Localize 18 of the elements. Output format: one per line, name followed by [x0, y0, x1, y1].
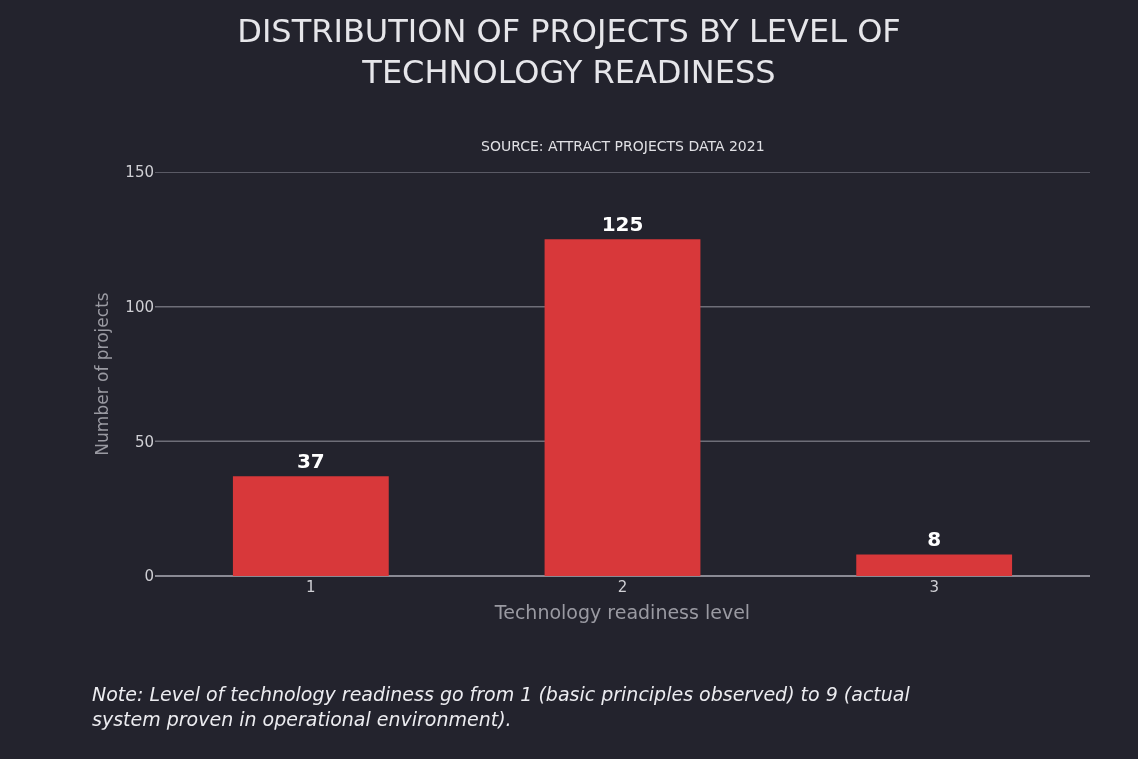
chart-title: DISTRIBUTION OF PROJECTS BY LEVEL OF TECHNOLOGY READINESS	[237, 11, 901, 92]
x-axis-title: Technology readiness level	[493, 600, 751, 623]
bar	[232, 476, 389, 576]
x-tick-label: 3	[929, 578, 939, 596]
y-tick-label: 100	[125, 297, 154, 316]
bar	[856, 554, 1013, 576]
y-axis-title: Number of projects	[91, 292, 112, 456]
y-tick-label: 50	[134, 432, 154, 451]
data-label: 125	[601, 212, 644, 237]
data-label: 8	[927, 527, 942, 552]
x-tick-label: 1	[306, 578, 316, 596]
y-tick-label: 0	[144, 567, 154, 586]
x-tick-label: 2	[617, 578, 628, 596]
text: Note: Level of technology readiness go from 1 (basic principles observed) to 9 (actual system proven in operational environment).	[92, 683, 911, 730]
bar	[544, 239, 701, 576]
y-tick-label: 150	[125, 163, 154, 182]
data-label: 37	[296, 449, 325, 474]
chart-subtitle: SOURCE: ATTRACT PROJECTS DATA 2021	[481, 138, 765, 154]
